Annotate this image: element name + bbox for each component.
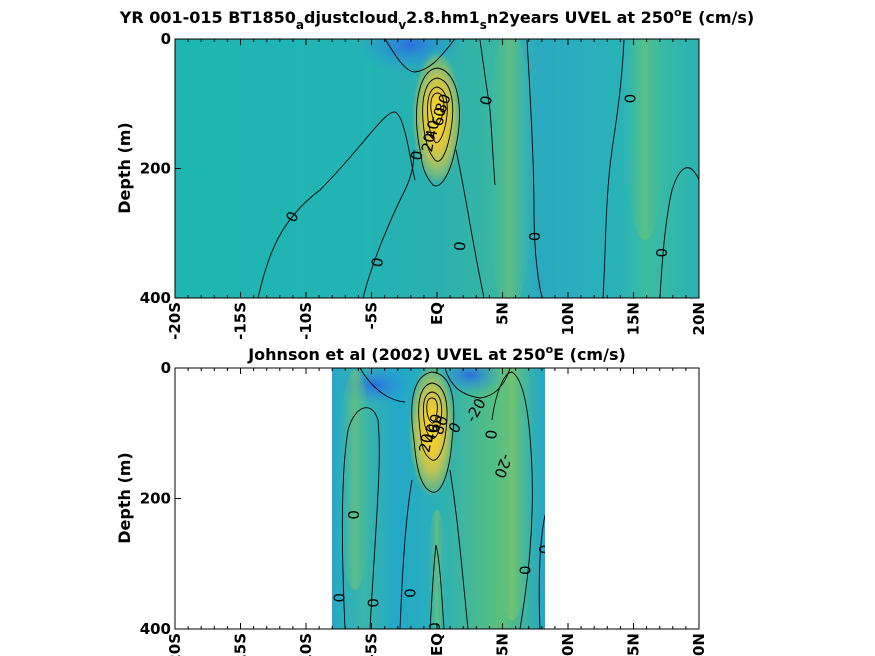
contour-label: 0 (621, 94, 639, 104)
panel-2-contour-west-cell (341, 407, 380, 629)
x-tick-label: -10S (297, 633, 315, 656)
x-tick-label: EQ (428, 633, 446, 656)
panel-1-contour-jet-4 (430, 92, 445, 125)
contour-label: 0 (401, 588, 419, 598)
panel-1-contour-zero-west (257, 111, 416, 298)
x-tick-label: 15N (625, 633, 643, 656)
x-tick-label: 5N (494, 633, 512, 656)
contour-label: 80 (431, 92, 454, 116)
contour-label: 0 (407, 149, 426, 162)
contour-label: 0 (477, 94, 496, 107)
contour-label: 0 (331, 593, 349, 603)
panel-1-contour-surface (384, 39, 456, 73)
panel-2-y-tick-labels: 0 200 400 (140, 359, 181, 638)
y-tick-label: 0 (161, 359, 171, 377)
panel-2-contour-jet-3 (422, 391, 443, 439)
contour-label: 60 (429, 106, 450, 128)
contour-label: 0 (368, 256, 387, 269)
panel-1-contour-jet-3 (427, 86, 448, 144)
panel-1-contour-zero-7n (526, 39, 543, 298)
panel-2: Johnson et al (2002) UVEL at 250oE (cm/s… (115, 343, 708, 656)
panel-1-band-5n (486, 39, 534, 298)
contour-label: 0 (653, 248, 671, 258)
panel-1-y-axis-label: Depth (m) (115, 122, 134, 214)
y-tick-label: 200 (140, 490, 171, 508)
panel-2-contour-zero-3 (449, 469, 469, 629)
x-tick-label: 20N (690, 302, 708, 335)
x-tick-label: 15N (625, 302, 643, 335)
panel-2-band-6n (490, 368, 534, 620)
panel-2-title: Johnson et al (2002) UVEL at 250oE (cm/s… (247, 343, 626, 364)
contour-label: 80 (429, 413, 452, 437)
x-tick-label: 10N (559, 302, 577, 335)
panel-1-band-15n (623, 39, 667, 240)
y-tick-label: 400 (140, 620, 171, 638)
panel-1-contour-zero-12n (602, 39, 625, 298)
panel-2-undercurrent-core (408, 368, 456, 500)
contour-label: 40 (422, 119, 443, 141)
x-tick-label: -15S (232, 302, 250, 340)
y-tick-label: 400 (140, 289, 171, 307)
x-tick-label: -20S (166, 302, 184, 340)
panel-2-surface-westward-flow-east (435, 368, 505, 395)
contour-label: 0 (526, 232, 544, 242)
panel-1-x-tick-labels: -20S -15S -10S -5S EQ 5N 10N 15N 20N (166, 302, 708, 340)
panel-2-contour-jet-4 (426, 397, 438, 424)
contour-label: 20 (418, 132, 439, 154)
panel-1-y-tick-labels: 0 200 400 (140, 30, 181, 307)
contour-label: 0 (536, 545, 554, 555)
x-tick-label: 5N (494, 302, 512, 325)
panel-2-x-minor-ticks (174, 368, 700, 629)
contour-label: 0 (345, 510, 363, 520)
contour-label: 40 (421, 422, 442, 444)
x-tick-label: 10N (559, 633, 577, 656)
x-tick-label: -20S (166, 633, 184, 656)
y-tick-label: 0 (161, 30, 171, 48)
contour-label: 0 (451, 241, 470, 252)
contour-label: 0 (365, 598, 383, 608)
panel-2-contour-zero-1 (399, 479, 413, 629)
x-tick-label: -15S (232, 633, 250, 656)
panel-1: YR 001-015 BT1850adjustcloudv2.8.hm1sn2y… (115, 6, 754, 340)
x-tick-label: -5S (363, 633, 381, 656)
contour-label: 20 (416, 432, 437, 454)
panel-2-contour-jet-2 (418, 382, 448, 461)
panel-1-x-minor-ticks (174, 39, 700, 298)
panel-2-y-axis-label: Depth (m) (115, 452, 134, 544)
panel-2-contour-jet-1 (411, 371, 455, 493)
contour-label: 0 (482, 429, 501, 440)
contour-label: 0 (426, 622, 444, 632)
panel-1-contour-zero-sw (362, 149, 415, 298)
contour-label: 0 (517, 566, 535, 576)
panel-1-contour-zero-5n (479, 39, 496, 186)
panel-1-contour-jet-1 (416, 67, 460, 187)
panel-2-contour-east-edge (538, 514, 545, 629)
y-tick-label: 200 (140, 160, 171, 178)
contour-label: 60 (425, 412, 446, 434)
panel-1-contour-zero-17n (659, 167, 699, 298)
x-tick-label: -10S (297, 302, 315, 340)
panel-1-contour-jet-2 (422, 77, 454, 162)
x-tick-label: -5S (363, 302, 381, 329)
panel-2-contour-north-cell (491, 371, 533, 629)
panel-2-x-tick-labels: -20S -15S -10S -5S EQ 5N 10N 15N 20N (166, 633, 708, 656)
x-tick-label: 20N (690, 633, 708, 656)
panel-1-contour-zero-north (455, 149, 485, 298)
panel-2-contour-surface-east (444, 368, 511, 399)
panel-1-title: YR 001-015 BT1850adjustcloudv2.8.hm1sn2y… (119, 6, 754, 32)
x-tick-label: EQ (428, 302, 446, 325)
panel-2-band-eq-deep (427, 510, 447, 629)
panel-2-contour-surface-west (359, 368, 406, 403)
panel-1-undercurrent-core (411, 48, 463, 188)
panel-2-contour-zero-2 (429, 544, 445, 629)
panel-2-band-6s (337, 370, 373, 590)
